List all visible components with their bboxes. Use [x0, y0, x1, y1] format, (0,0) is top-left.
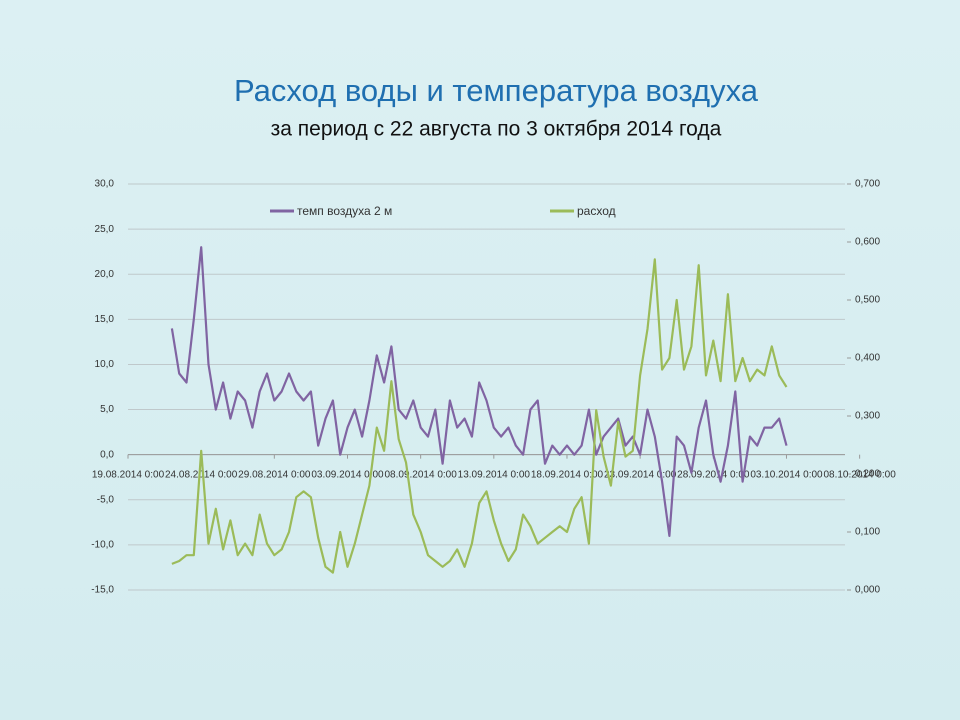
y2-tick-label: 0,300: [855, 411, 880, 422]
x-tick-label: 03.09.2014 0:00: [311, 469, 384, 480]
y-tick-label: 15,0: [95, 314, 115, 325]
series-line: [170, 246, 788, 537]
y-tick-label: 20,0: [95, 269, 115, 280]
legend-label: темп воздуха 2 м: [297, 204, 392, 218]
y-tick-label: -10,0: [91, 540, 114, 551]
x-tick-label: 03.10.2014 0:00: [750, 469, 823, 480]
x-tick-label: 28.09.2014 0:00: [677, 469, 750, 480]
x-tick-label: 13.09.2014 0:00: [458, 469, 531, 480]
y-tick-label: 0,0: [100, 449, 114, 460]
y2-tick-label: 0,200: [855, 469, 880, 480]
x-tick-label: 19.08.2014 0:00: [92, 469, 165, 480]
y2-tick-label: 0,700: [855, 179, 880, 190]
y-tick-label: -5,0: [97, 494, 115, 505]
y-tick-label: 25,0: [95, 224, 115, 235]
chart-subtitle: за период с 22 августа по 3 октября 2014…: [271, 118, 722, 141]
y2-tick-label: 0,500: [855, 295, 880, 306]
y-tick-label: 30,0: [95, 179, 115, 190]
x-tick-label: 08.10.2014 0:00: [823, 469, 896, 480]
series-line: [171, 258, 788, 574]
x-tick-label: 29.08.2014 0:00: [238, 469, 311, 480]
y-tick-label: 5,0: [100, 404, 114, 415]
x-tick-label: 08.09.2014 0:00: [385, 469, 458, 480]
legend-label: расход: [577, 204, 616, 218]
y-tick-label: -15,0: [91, 585, 114, 596]
y-tick-label: 10,0: [95, 359, 115, 370]
y2-tick-label: 0,000: [855, 585, 880, 596]
y2-tick-label: 0,400: [855, 353, 880, 364]
x-tick-label: 24.08.2014 0:00: [165, 469, 238, 480]
x-tick-label: 18.09.2014 0:00: [531, 469, 604, 480]
y2-tick-label: 0,100: [855, 527, 880, 538]
y2-tick-label: 0,600: [855, 237, 880, 248]
x-tick-label: 23.09.2014 0:00: [604, 469, 677, 480]
chart-title: Расход воды и температура воздуха: [234, 73, 759, 108]
